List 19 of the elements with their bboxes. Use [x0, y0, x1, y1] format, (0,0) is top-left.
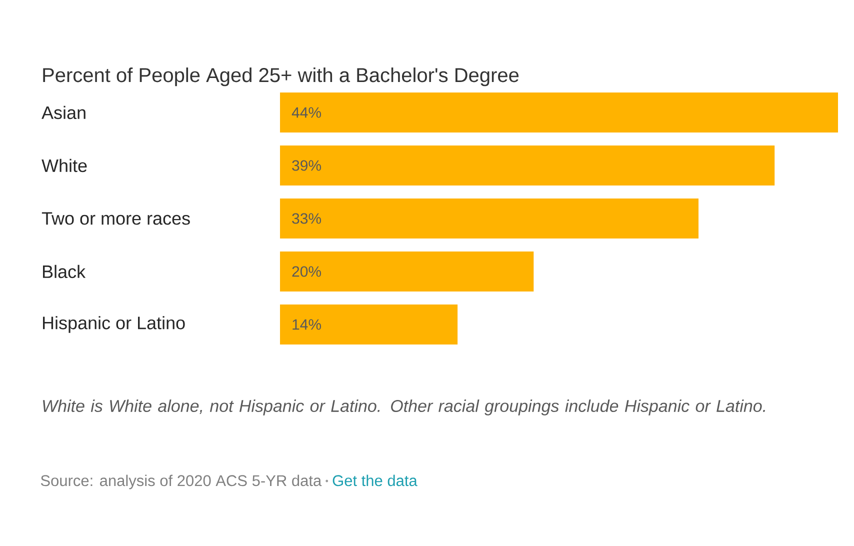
y-tick-label: Asian — [42, 106, 86, 120]
chart-title: Percent of People Aged 25+ with a Bachelor's Degree — [43, 67, 519, 86]
y-tick-label: Two or more races — [42, 212, 190, 225]
y-tick-label: White — [42, 158, 87, 172]
text: White is White alone, not Hispanic or Latino. Other racial groupings include Hispanic or Latino. — [43, 400, 765, 416]
data-label: 33% — [292, 213, 322, 224]
text: Get the data — [332, 474, 418, 486]
bar — [280, 92, 838, 132]
data-label: 20% — [292, 266, 322, 277]
y-tick-label: Hispanic or Latino — [43, 316, 185, 333]
y-tick-label: Black — [43, 264, 86, 278]
data-label: 14% — [292, 319, 322, 330]
bar — [280, 198, 699, 238]
bar — [280, 146, 775, 186]
data-label: 39% — [292, 160, 322, 171]
bar — [280, 251, 534, 292]
source-note: Source: analysis of 2020 ACS 5-YR data — [40, 474, 322, 490]
bar — [280, 304, 458, 344]
data-label: 44% — [292, 107, 322, 118]
